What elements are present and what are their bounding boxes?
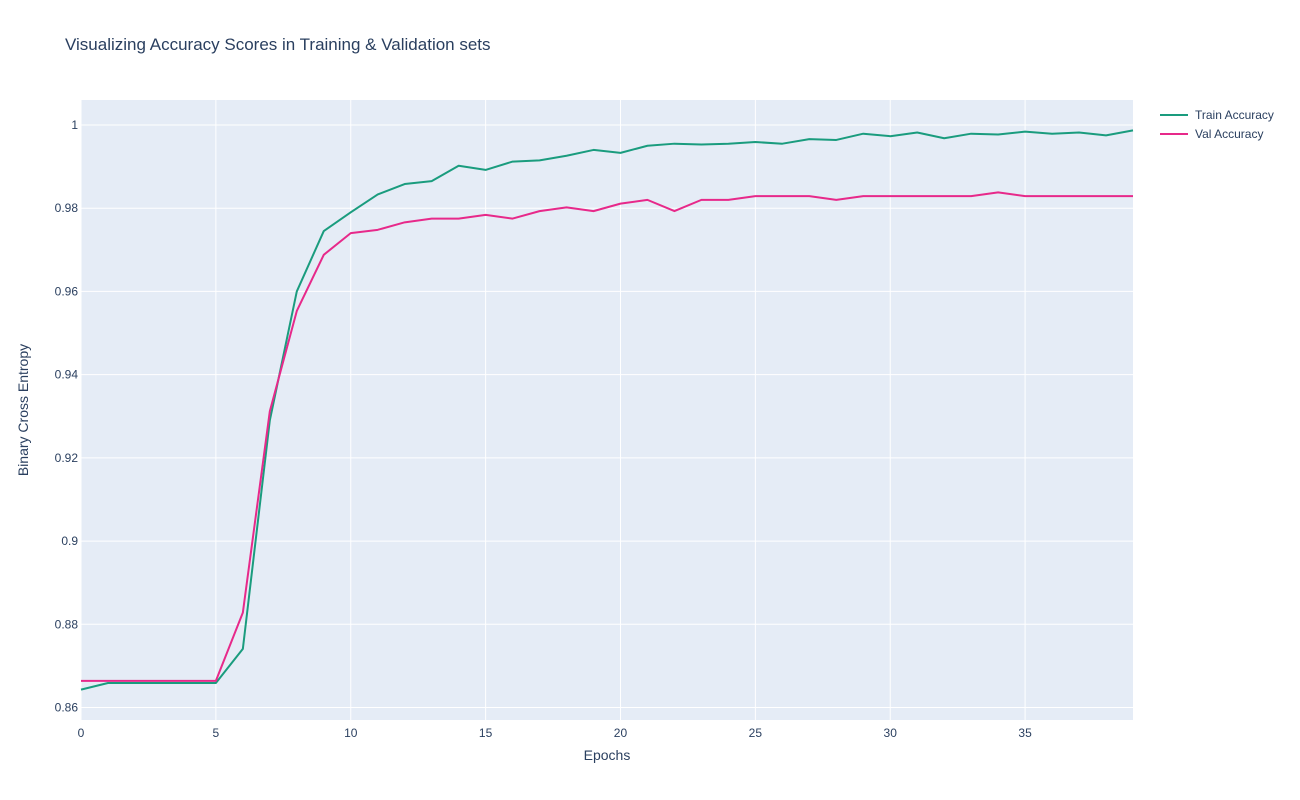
x-tick-label: 30 [884, 726, 898, 740]
legend-label: Val Accuracy [1195, 127, 1263, 141]
y-tick-label: 0.94 [55, 368, 79, 382]
x-tick-label: 20 [614, 726, 628, 740]
y-tick-label: 0.92 [55, 451, 79, 465]
x-tick-labels: 0 5 10 15 20 25 30 35 [78, 726, 1032, 740]
series-line-train-accuracy [80, 129, 1134, 691]
legend: Train Accuracy Val Accuracy [1160, 108, 1274, 141]
plot-area [81, 100, 1133, 720]
legend-label: Train Accuracy [1195, 108, 1274, 122]
y-tick-label: 0.98 [55, 201, 79, 215]
x-tick-label: 15 [479, 726, 493, 740]
x-tick-label: 25 [749, 726, 763, 740]
x-axis-title: Epochs [584, 747, 631, 763]
y-tick-label: 0.96 [55, 284, 79, 298]
x-tick-label: 5 [213, 726, 220, 740]
legend-item-train-accuracy[interactable]: Train Accuracy [1160, 108, 1274, 122]
series-layer [80, 129, 1134, 691]
chart-title: Visualizing Accuracy Scores in Training … [65, 35, 491, 54]
series-line-val-accuracy [81, 191, 1133, 682]
y-tick-label: 0.86 [55, 701, 79, 715]
x-tick-label: 0 [78, 726, 85, 740]
y-axis-title: Binary Cross Entropy [15, 344, 31, 476]
x-tick-label: 35 [1018, 726, 1032, 740]
y-tick-label: 0.88 [55, 617, 79, 631]
y-tick-label: 1 [71, 118, 78, 132]
x-tick-label: 10 [344, 726, 358, 740]
y-tick-label: 0.9 [61, 534, 78, 548]
y-tick-labels: 0.86 0.88 0.9 0.92 0.94 0.96 0.98 1 [55, 118, 79, 715]
legend-item-val-accuracy[interactable]: Val Accuracy [1160, 127, 1263, 141]
